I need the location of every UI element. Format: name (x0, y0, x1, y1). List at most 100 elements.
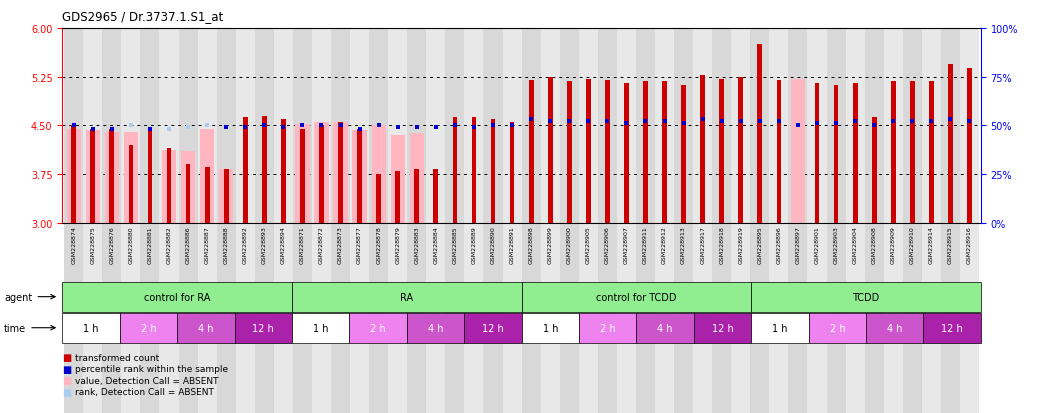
Text: RA: RA (401, 292, 413, 302)
Bar (484, 29, 502, 413)
Bar (644, 82, 648, 223)
Bar (353, 131, 366, 223)
Bar (105, 133, 119, 223)
Bar (243, 118, 248, 223)
Bar (333, 123, 348, 223)
Bar (72, 126, 76, 223)
Text: GDS2965 / Dr.3737.1.S1_at: GDS2965 / Dr.3737.1.S1_at (62, 10, 223, 23)
Text: time: time (4, 323, 26, 333)
Bar (701, 76, 705, 223)
Text: transformed count: transformed count (75, 353, 159, 362)
Bar (541, 29, 559, 413)
Bar (103, 29, 121, 413)
Bar (350, 29, 370, 413)
Bar (502, 29, 522, 413)
Text: 1 h: 1 h (312, 323, 328, 333)
Bar (281, 119, 285, 223)
Text: ■: ■ (62, 364, 72, 374)
Bar (224, 170, 228, 223)
Bar (655, 29, 674, 413)
Bar (853, 84, 857, 223)
Bar (181, 152, 195, 223)
Bar (891, 82, 896, 223)
Bar (834, 86, 839, 223)
Bar (598, 29, 617, 413)
Bar (109, 129, 114, 223)
Bar (376, 175, 381, 223)
Bar (357, 129, 362, 223)
Bar (929, 82, 934, 223)
Bar (865, 29, 883, 413)
Text: 2 h: 2 h (829, 323, 845, 333)
Text: 4 h: 4 h (198, 323, 214, 333)
Text: control for RA: control for RA (144, 292, 211, 302)
Bar (750, 29, 769, 413)
Bar (85, 131, 100, 223)
Bar (395, 172, 400, 223)
Text: 4 h: 4 h (887, 323, 902, 333)
Bar (372, 126, 386, 223)
Bar (219, 170, 234, 223)
Bar (617, 29, 636, 413)
Text: ■: ■ (62, 387, 72, 397)
Bar (738, 78, 743, 223)
Bar (293, 29, 312, 413)
Bar (948, 64, 953, 223)
Bar (719, 79, 725, 223)
Bar (528, 81, 534, 223)
Bar (445, 29, 464, 413)
Bar (585, 79, 591, 223)
Bar (464, 29, 484, 413)
Bar (922, 29, 940, 413)
Bar (160, 29, 179, 413)
Text: 2 h: 2 h (140, 323, 156, 333)
Bar (624, 84, 629, 223)
Bar (315, 123, 329, 223)
Bar (388, 29, 407, 413)
Text: 1 h: 1 h (83, 323, 99, 333)
Bar (147, 129, 153, 223)
Text: agent: agent (4, 292, 32, 302)
Bar (846, 29, 865, 413)
Bar (808, 29, 826, 413)
Text: TCDD: TCDD (852, 292, 880, 302)
Bar (453, 118, 458, 223)
Bar (636, 29, 655, 413)
Bar (795, 129, 800, 223)
Text: rank, Detection Call = ABSENT: rank, Detection Call = ABSENT (75, 387, 214, 396)
Bar (674, 29, 693, 413)
Bar (967, 69, 972, 223)
Bar (274, 29, 293, 413)
Bar (217, 29, 236, 413)
Bar (883, 29, 903, 413)
Bar (910, 82, 914, 223)
Bar (66, 129, 81, 223)
Bar (338, 123, 343, 223)
Text: 1 h: 1 h (772, 323, 788, 333)
Bar (758, 45, 762, 223)
Bar (124, 133, 138, 223)
Text: 12 h: 12 h (252, 323, 274, 333)
Bar (681, 86, 686, 223)
Text: 2 h: 2 h (371, 323, 386, 333)
Bar (662, 82, 667, 223)
Bar (186, 165, 190, 223)
Bar (731, 29, 750, 413)
Bar (815, 84, 819, 223)
Text: percentile rank within the sample: percentile rank within the sample (75, 364, 228, 373)
Bar (434, 170, 438, 223)
Bar (319, 126, 324, 223)
Bar (121, 29, 140, 413)
Bar (414, 170, 419, 223)
Bar (204, 168, 210, 223)
Bar (471, 118, 476, 223)
Bar (789, 29, 808, 413)
Text: ■: ■ (62, 352, 72, 362)
Bar (129, 145, 133, 223)
Bar (300, 129, 305, 223)
Bar (295, 125, 309, 223)
Text: 12 h: 12 h (712, 323, 734, 333)
Text: 4 h: 4 h (657, 323, 673, 333)
Bar (83, 29, 103, 413)
Bar (548, 78, 552, 223)
